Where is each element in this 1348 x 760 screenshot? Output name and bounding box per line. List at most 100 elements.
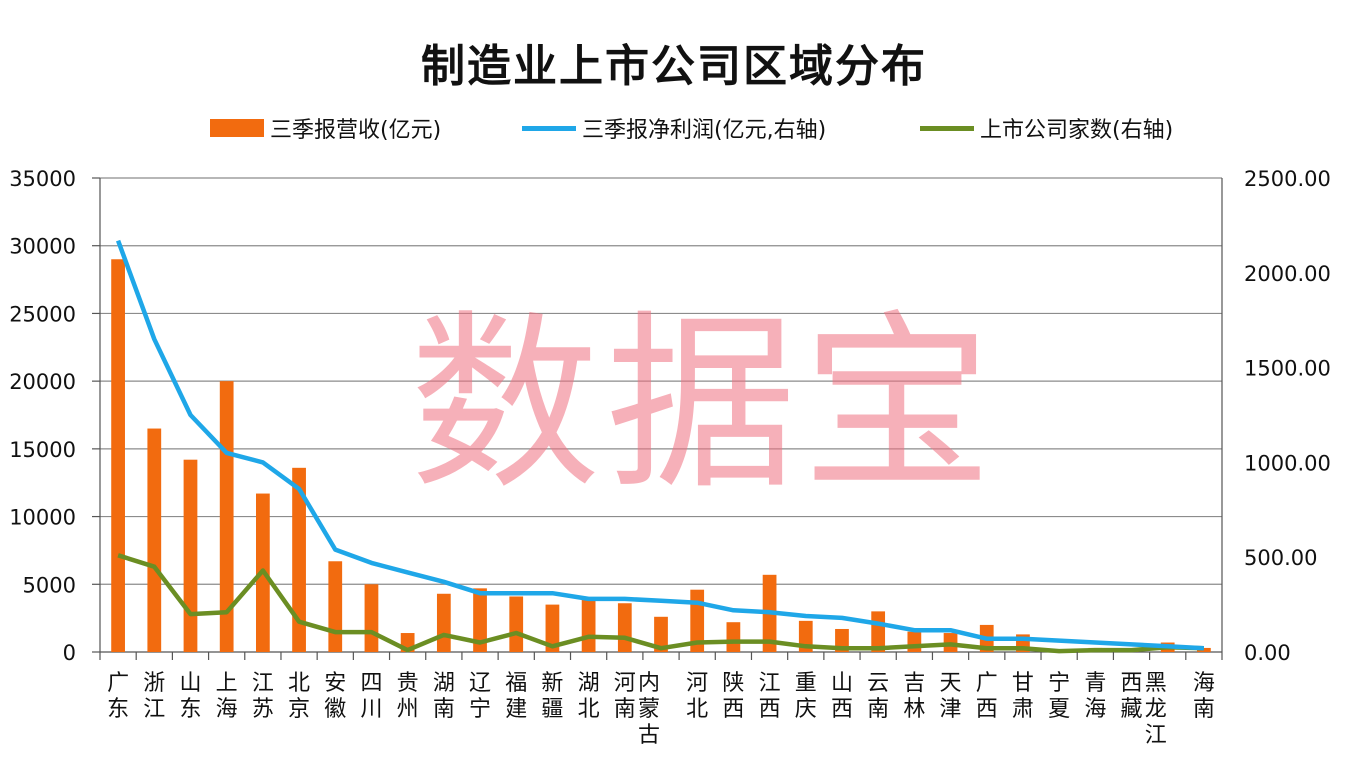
- right-tick-label: 0.00: [1244, 641, 1291, 665]
- category-label: 建: [505, 697, 527, 722]
- category-label: 辽: [469, 671, 491, 696]
- category-label: 宁: [469, 697, 491, 722]
- category-label: 东: [107, 697, 129, 722]
- category-label: 江: [1145, 723, 1167, 748]
- category-label: 徽: [324, 697, 346, 722]
- category-label: 川: [360, 697, 382, 722]
- category-label: 苏: [252, 697, 274, 722]
- right-tick-label: 1000.00: [1244, 451, 1331, 475]
- category-label: 天: [940, 671, 962, 696]
- legend-item-profit: 三季报净利润(亿元,右轴): [522, 112, 826, 144]
- category-label: 贵: [397, 671, 419, 696]
- category-label: 北: [578, 697, 600, 722]
- category-label: 广: [976, 671, 998, 696]
- category-label: 藏: [1121, 697, 1143, 722]
- legend-item-revenue: 三季报营收(亿元): [210, 112, 441, 144]
- category-label: 蒙: [638, 697, 660, 722]
- bar: [473, 588, 487, 652]
- legend-label-profit: 三季报净利润(亿元,右轴): [582, 118, 827, 143]
- category-label: 河: [614, 671, 636, 696]
- category-label: 疆: [541, 697, 563, 722]
- category-label: 广: [107, 671, 129, 696]
- bar: [183, 459, 198, 652]
- right-tick-label: 1500.00: [1244, 357, 1331, 381]
- category-label: 湖: [578, 671, 600, 696]
- category-label: 海: [216, 697, 238, 722]
- category-label: 西: [976, 697, 998, 722]
- bar: [509, 596, 524, 652]
- category-label: 黑: [1145, 671, 1167, 696]
- bar: [907, 631, 922, 652]
- category-label: 林: [903, 697, 925, 722]
- category-label: 江: [759, 671, 781, 696]
- category-label: 宁: [1048, 671, 1070, 696]
- right-tick-label: 2500.00: [1244, 167, 1331, 191]
- category-label: 南: [1193, 697, 1215, 722]
- legend-swatch-revenue: [210, 119, 264, 137]
- axes: [92, 177, 1223, 660]
- category-label: 新: [541, 671, 563, 696]
- category-label: 安: [324, 671, 346, 696]
- category-label: 夏: [1048, 697, 1070, 722]
- left-tick-label: 20000: [9, 370, 76, 394]
- bar: [617, 603, 632, 652]
- bar: [147, 428, 162, 652]
- left-tick-label: 5000: [23, 573, 76, 597]
- count-line: [117, 553, 1204, 654]
- category-label: 内: [638, 671, 660, 696]
- category-label: 湖: [433, 671, 455, 696]
- bar: [364, 584, 379, 652]
- category-label: 津: [940, 697, 962, 722]
- bar: [726, 622, 741, 652]
- category-label: 山: [179, 671, 201, 696]
- category-label: 西: [759, 697, 781, 722]
- legend-item-count: 上市公司家数(右轴): [920, 112, 1173, 144]
- chart-title: 制造业上市公司区域分布: [421, 41, 927, 92]
- legend: 三季报营收(亿元) 三季报净利润(亿元,右轴) 上市公司家数(右轴): [0, 112, 1348, 148]
- left-tick-label: 25000: [9, 302, 76, 326]
- category-label: 西: [1121, 671, 1143, 696]
- left-tick-label: 35000: [9, 167, 76, 191]
- category-label: 肃: [1012, 697, 1034, 722]
- category-label: 南: [433, 697, 455, 722]
- left-axis-ticks: 0 5000 10000 15000 20000 25000 30000 35000: [9, 167, 76, 665]
- category-label: 南: [867, 697, 889, 722]
- category-label: 四: [360, 671, 382, 696]
- category-label: 上: [216, 671, 238, 696]
- left-tick-label: 0: [63, 641, 76, 665]
- left-tick-label: 15000: [9, 438, 76, 462]
- category-label: 京: [288, 697, 310, 722]
- category-label: 西: [722, 697, 744, 722]
- profit-line: [115, 239, 1205, 651]
- category-label: 陕: [722, 671, 744, 696]
- right-axis-ticks: 0.00 500.00 1000.00 1500.00 2000.00 2500.00: [1244, 167, 1331, 665]
- category-label: 吉: [903, 671, 925, 696]
- bar: [581, 599, 596, 652]
- legend-label-revenue: 三季报营收(亿元): [270, 118, 442, 143]
- legend-label-count: 上市公司家数(右轴): [980, 118, 1174, 143]
- category-label: 云: [867, 671, 889, 696]
- legend-swatch-count: [920, 125, 974, 131]
- category-label: 海: [1193, 671, 1215, 696]
- category-label: 州: [397, 697, 419, 722]
- bar: [654, 616, 668, 652]
- bar: [1197, 647, 1211, 652]
- category-label: 山: [831, 671, 853, 696]
- bar: [111, 259, 125, 652]
- category-label: 海: [1084, 697, 1106, 722]
- left-tick-label: 10000: [9, 506, 76, 530]
- category-label: 浙: [143, 671, 165, 696]
- bar: [292, 467, 306, 652]
- category-label: 江: [252, 671, 274, 696]
- category-label: 庆: [795, 697, 817, 722]
- category-label: 江: [143, 697, 165, 722]
- category-label: 青: [1084, 671, 1106, 696]
- category-label: 北: [288, 671, 310, 696]
- left-tick-label: 30000: [9, 235, 76, 259]
- category-label: 南: [614, 697, 636, 722]
- bar: [328, 561, 343, 652]
- category-label: 西: [831, 697, 853, 722]
- legend-swatch-profit: [522, 125, 576, 131]
- category-label: 重: [795, 671, 817, 696]
